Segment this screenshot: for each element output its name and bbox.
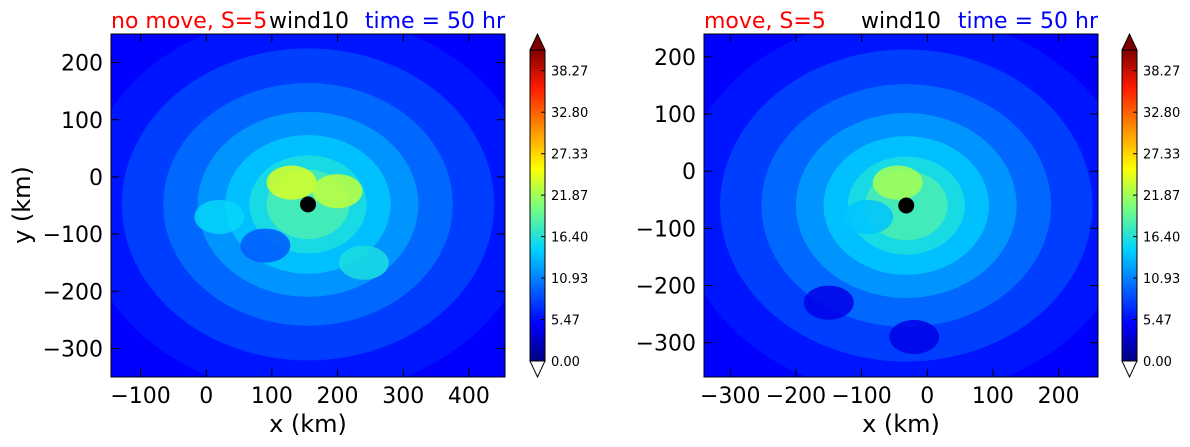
right-colorbar-max-extend [1121,32,1138,51]
left-colorbar: 38.27 32.80 27.33 21.87 16.40 10.93 5.47 0.00 [529,32,588,379]
right-storm-center-marker [898,197,915,214]
left-x-axis-label: x (km) [269,410,347,438]
right-title-right: time = 50 hr [958,9,1099,34]
right-colorbar-tick-label: 0.00 [1143,355,1172,370]
left-colorbar-max-extend [529,32,546,51]
right-wind-feature [843,199,894,235]
left-title-right: time = 50 hr [365,9,506,34]
left-colorbar-gradient [529,49,546,362]
left-contour-layers [111,34,505,377]
left-storm-center-marker [300,196,316,213]
left-colorbar-tick-label: 0.00 [551,355,580,370]
left-x-ticks: −100 0 100 200 300 400 [110,34,490,409]
left-x-tick-label: 400 [448,384,490,409]
right-plot-frame [703,33,1099,378]
right-wind-feature [872,165,923,200]
right-colorbar-tick-label: 10.93 [1143,272,1180,287]
left-y-axis-label: y (km) [8,166,36,244]
right-x-tick-label: −300 [700,384,760,409]
left-wind-feature [194,199,245,235]
right-y-tick-label: −200 [636,275,696,300]
right-y-tick-label: 200 [654,46,696,71]
right-x-tick-label: 0 [920,384,934,409]
right-colorbar-tick-label: 21.87 [1143,189,1180,204]
right-colorbar-tick-label: 38.27 [1143,65,1180,80]
right-colorbar: 38.27 32.80 27.33 21.87 16.40 10.93 5.47 0.00 [1121,32,1180,379]
right-colorbar-gradient [1121,49,1138,362]
left-x-tick-label: 200 [317,384,359,409]
right-y-tick-label: 0 [682,160,696,185]
right-colorbar-tick-label: 32.80 [1143,106,1180,121]
right-colorbar-tick-label: 16.40 [1143,231,1180,246]
right-x-axis-label: x (km) [862,410,940,438]
left-colorbar-tick-label: 38.27 [551,65,588,80]
right-title-left: move, S=5 [704,9,826,34]
left-colorbar-tick-label: 21.87 [551,189,588,204]
left-panel: no move, S=5 wind10 time = 50 hr −100 0 10… [8,9,588,438]
right-x-tick-label: −100 [831,384,891,409]
left-x-tick-label: 100 [251,384,293,409]
right-title-center: wind10 [861,9,941,34]
left-colorbar-tick-label: 27.33 [551,148,588,163]
right-wind-feature [803,285,854,320]
left-colorbar-tick-label: 16.40 [551,231,588,246]
right-y-tick-label: −300 [636,332,696,357]
right-colorbar-ticks: 38.27 32.80 27.33 21.87 16.40 10.93 5.47 0.00 [1133,65,1180,370]
left-wind-feature [312,174,363,209]
right-contour-layers [704,34,1098,377]
right-y-ticks: 200 100 0 −100 −200 −300 [636,46,1098,357]
left-colorbar-min-extend [529,360,546,379]
left-plot-area [111,34,505,377]
left-title-left: no move, S=5 [111,9,267,34]
right-x-tick-label: 200 [1038,384,1080,409]
left-x-tick-label: 0 [199,384,213,409]
left-x-tick-label: 300 [382,384,424,409]
left-y-tick-label: −200 [43,280,103,305]
right-wind-feature [889,319,940,355]
left-colorbar-tick-label: 10.93 [551,272,588,287]
left-plot-frame [110,33,506,378]
left-y-tick-label: −100 [43,223,103,248]
right-x-tick-label: −200 [766,384,826,409]
right-colorbar-min-extend [1121,360,1138,379]
right-colorbar-tick-label: 27.33 [1143,148,1180,163]
left-y-ticks: 200 100 0 −100 −200 −300 [43,52,505,362]
right-x-tick-label: 100 [972,384,1014,409]
left-wind-feature [240,228,291,263]
left-y-tick-label: 200 [61,52,103,77]
left-y-tick-label: 0 [89,166,103,191]
right-panel: move, S=5 wind10 time = 50 hr −300 −200 −1… [636,9,1181,438]
right-colorbar-tick-label: 5.47 [1143,314,1172,329]
left-x-tick-label: −100 [110,384,170,409]
right-plot-area [704,34,1098,377]
left-colorbar-ticks: 38.27 32.80 27.33 21.87 16.40 10.93 5.47 0.00 [541,65,588,370]
left-wind-feature [266,165,317,200]
left-wind-feature [338,245,389,280]
left-colorbar-tick-label: 32.80 [551,106,588,121]
right-x-ticks: −300 −200 −100 0 100 200 [700,34,1080,409]
left-y-tick-label: 100 [61,109,103,134]
right-y-tick-label: −100 [636,217,696,242]
left-y-tick-label: −300 [43,337,103,362]
right-y-tick-label: 100 [654,103,696,128]
left-colorbar-tick-label: 5.47 [551,314,580,329]
left-title-center: wind10 [269,9,349,34]
